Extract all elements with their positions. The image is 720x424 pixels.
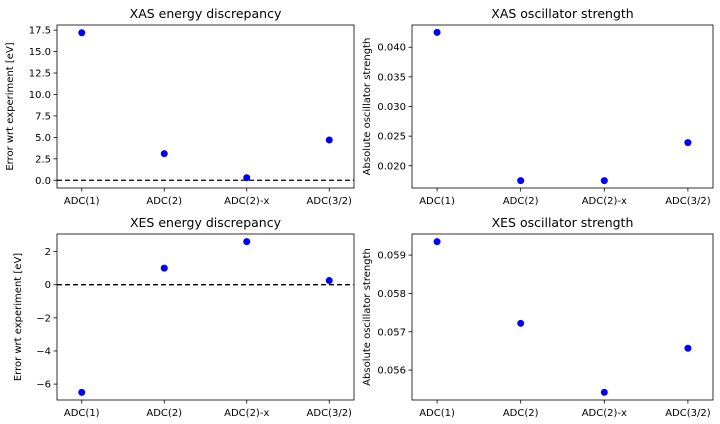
xes-osc-xtick-label: ADC(2)-x <box>582 408 627 419</box>
xas-energy-panel: 0.0 2.5 5.0 7.5 10.0 12.5 15.0 17.5 ADC(1) ADC(2)… <box>5 6 355 207</box>
xes-energy-xtick-label: ADC(2)-x <box>224 408 269 419</box>
xas-osc-title: XAS oscillator strength <box>491 6 633 21</box>
xes-osc-ytick-label: 0.056 <box>377 366 406 377</box>
xes-energy-xtick-label: ADC(1) <box>64 408 100 419</box>
xas-osc-xtick-label: ADC(2) <box>503 196 539 207</box>
xes-osc-point <box>600 388 608 396</box>
xas-energy-point <box>78 29 86 37</box>
xes-energy-ylabel: Error wrt experiment [eV] <box>13 253 24 381</box>
xas-osc-panel: 0.020 0.025 0.030 0.035 0.040 ADC(1) ADC(2) ADC… <box>362 6 714 207</box>
xes-energy-xtick-label: ADC(2) <box>146 408 182 419</box>
xas-energy-ytick-label: 12.5 <box>29 69 51 80</box>
xas-osc-point <box>684 139 692 147</box>
xas-energy-ytick-label: 15.0 <box>29 47 51 58</box>
xas-osc-point <box>517 177 525 185</box>
xes-osc-ylabel: Absolute oscillator strength <box>362 248 373 386</box>
xes-osc-panel: 0.056 0.057 0.058 0.059 ADC(1) ADC(2) ADC(2)-x… <box>362 215 714 419</box>
xas-osc-ytick-label: 0.030 <box>377 102 406 113</box>
xas-osc-ytick-label: 0.040 <box>377 43 406 54</box>
xas-energy-xtick-label: ADC(2)-x <box>224 196 269 207</box>
xas-energy-ytick-label: 10.0 <box>29 90 51 101</box>
xes-osc-title: XES oscillator strength <box>492 215 634 230</box>
xas-osc-point <box>433 28 441 36</box>
xas-energy-xtick-label: ADC(2) <box>146 196 182 207</box>
xas-energy-ytick-label: 5.0 <box>35 133 51 144</box>
xas-energy-ytick-label: 2.5 <box>35 154 51 165</box>
xes-energy-ytick-label: 2 <box>45 247 51 258</box>
xes-osc-ytick-label: 0.059 <box>377 251 406 262</box>
xas-osc-xtick-label: ADC(2)-x <box>582 196 627 207</box>
xes-osc-ytick-label: 0.057 <box>377 327 406 338</box>
xes-energy-point <box>243 238 251 246</box>
xas-osc-ytick-label: 0.035 <box>377 72 406 83</box>
xas-energy-xtick-label: ADC(1) <box>64 196 100 207</box>
xes-energy-ytick-label: −6 <box>36 380 51 391</box>
xas-energy-title: XAS energy discrepancy <box>130 6 282 21</box>
xes-energy-point <box>78 388 86 396</box>
xes-osc-axes-frame <box>411 233 714 401</box>
xes-osc-xtick-label: ADC(2) <box>503 408 539 419</box>
xes-osc-xtick-label: ADC(1) <box>419 408 455 419</box>
xes-energy-axes-frame <box>56 233 355 401</box>
xas-osc-ytick-label: 0.025 <box>377 132 406 143</box>
xas-energy-axes-frame <box>56 24 355 189</box>
xes-energy-point <box>160 264 168 272</box>
xas-energy-ylabel: Error wrt experiment [eV] <box>5 42 16 170</box>
xas-energy-xtick-label: ADC(3/2) <box>307 196 353 207</box>
xas-energy-ytick-label: 0.0 <box>35 176 51 187</box>
xas-osc-point <box>600 177 608 185</box>
xas-osc-xtick-label: ADC(1) <box>419 196 455 207</box>
xes-energy-xtick-label: ADC(3/2) <box>307 408 353 419</box>
xas-osc-ytick-label: 0.020 <box>377 161 406 172</box>
xes-osc-point <box>433 238 441 246</box>
xes-energy-title: XES energy discrepancy <box>130 215 282 230</box>
xes-osc-point <box>684 344 692 352</box>
xas-energy-ytick-label: 7.5 <box>35 111 51 122</box>
xas-osc-xtick-label: ADC(3/2) <box>665 196 711 207</box>
xes-energy-ytick-label: −4 <box>36 346 51 357</box>
xes-energy-point <box>325 277 333 285</box>
xes-osc-ytick-label: 0.058 <box>377 289 406 300</box>
xas-energy-point <box>325 136 333 144</box>
xes-osc-point <box>517 319 525 327</box>
xas-energy-point <box>243 174 251 182</box>
xes-energy-panel: −6 −4 −2 0 2 ADC(1) ADC(2) ADC(2)-x ADC(3/2) XES … <box>13 215 355 419</box>
xes-energy-ytick-label: 0 <box>45 280 51 291</box>
xes-energy-ytick-label: −2 <box>36 313 51 324</box>
xas-osc-ylabel: Absolute oscillator strength <box>362 38 373 176</box>
xas-energy-ytick-label: 17.5 <box>29 26 51 37</box>
xas-energy-point <box>160 150 168 158</box>
xes-osc-xtick-label: ADC(3/2) <box>665 408 711 419</box>
xas-osc-axes-frame <box>411 24 714 189</box>
